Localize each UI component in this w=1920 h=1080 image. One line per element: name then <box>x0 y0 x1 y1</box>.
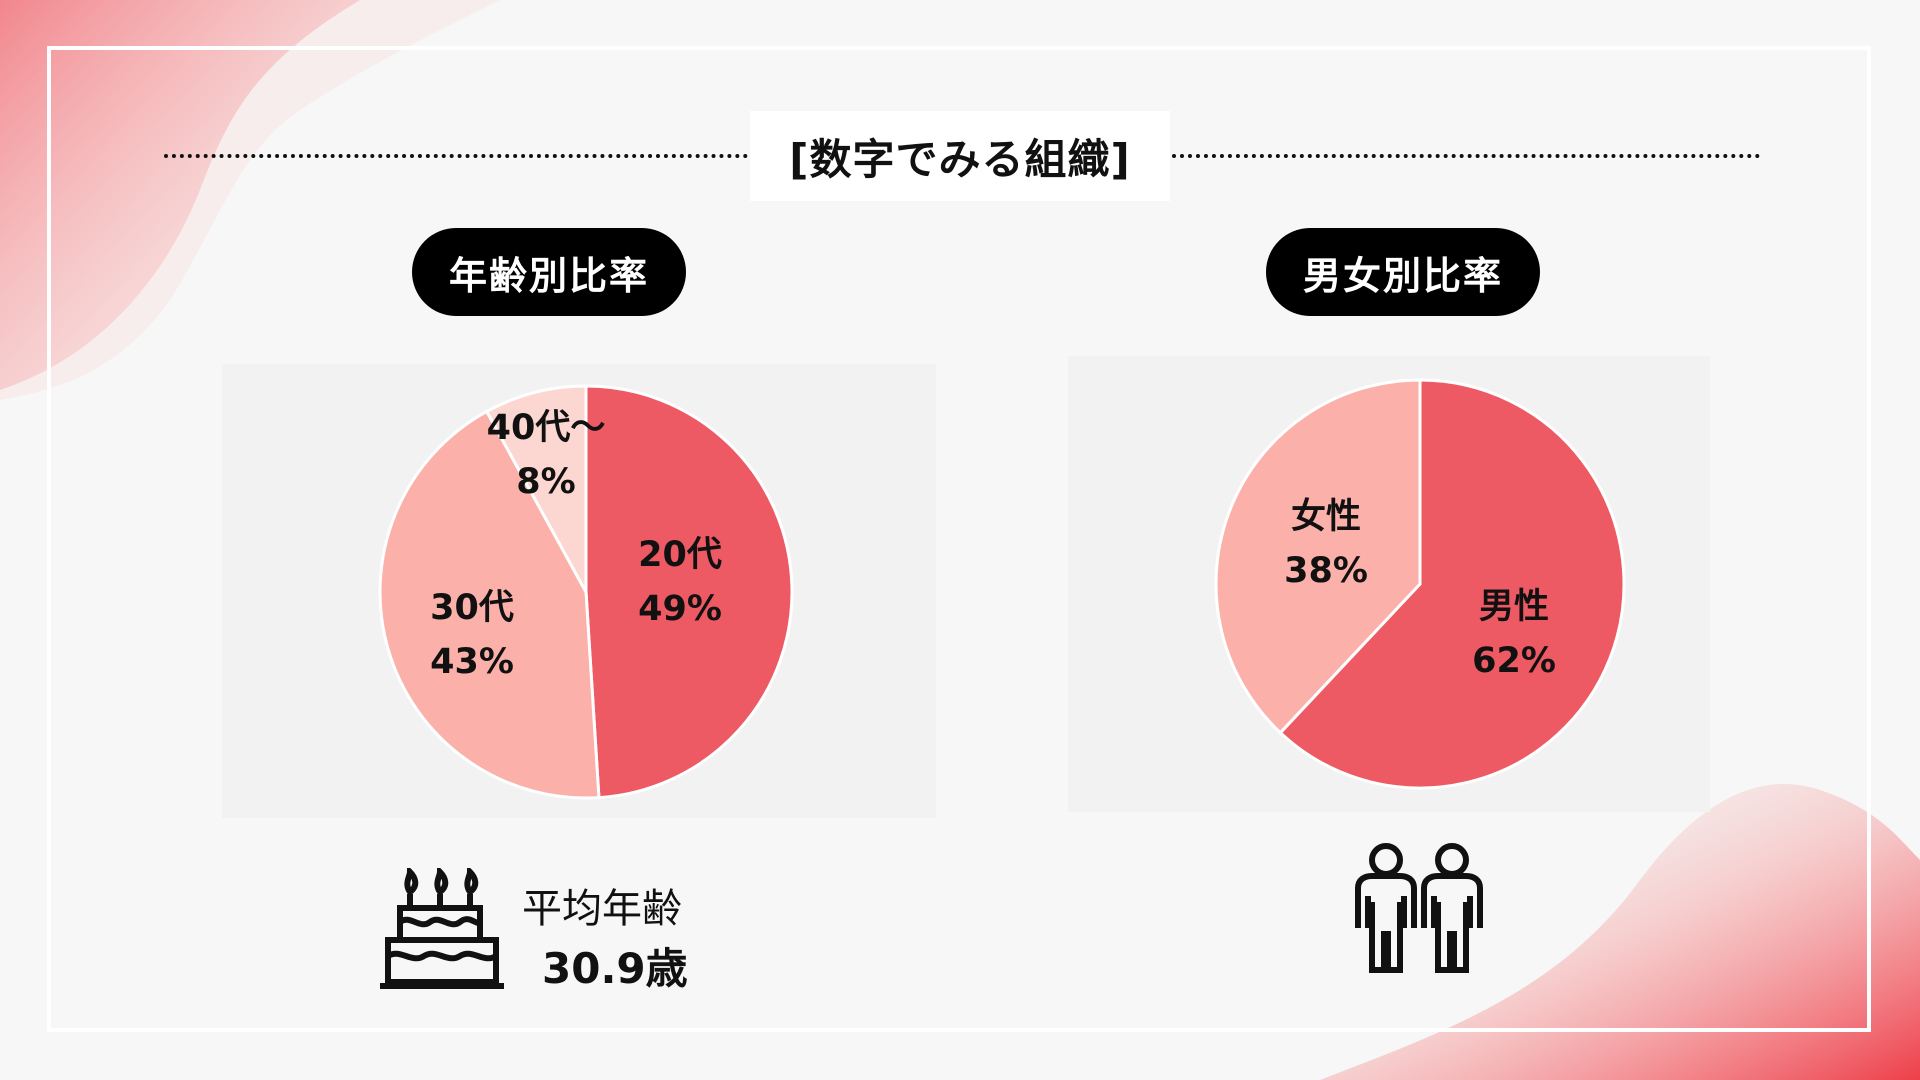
age-pie-svg: 20代 49% 30代 43% 40代～ 8% <box>378 384 794 800</box>
pie-slice-1 <box>378 409 601 800</box>
page-title: [数字でみる組織] <box>750 111 1170 201</box>
pie-slice-2 <box>484 384 588 593</box>
slice-category-label: 40代～ <box>487 408 606 448</box>
slice-percent-label: 49% <box>638 589 722 629</box>
average-age-label: 平均年齢 <box>522 886 682 932</box>
birthday-cake-icon <box>380 868 504 989</box>
title-divider-left <box>164 154 748 158</box>
slice-percent-label: 8% <box>516 462 575 502</box>
slice-percent-label: 43% <box>430 642 514 682</box>
slice-percent-label: 38% <box>1284 551 1368 591</box>
slice-percent-label: 62% <box>1472 641 1556 681</box>
pie-slice-0 <box>584 384 794 800</box>
slice-category-label: 30代 <box>430 588 514 628</box>
pie-slice-1 <box>1214 378 1422 735</box>
title-divider-right <box>1172 154 1760 158</box>
pie-slice-0 <box>1278 378 1626 790</box>
gender-pie-svg: 男性 62% 女性 38% <box>1214 378 1626 790</box>
average-age-value: 30.9歳 <box>542 944 688 993</box>
content-frame <box>47 46 1871 1032</box>
gender-pie-chart: 男性 62% 女性 38% <box>1068 356 1710 812</box>
age-ratio-pill: 年齢別比率 <box>412 228 686 316</box>
slice-category-label: 女性 <box>1291 496 1361 537</box>
slice-category-label: 男性 <box>1479 587 1549 627</box>
slice-category-label: 20代 <box>638 535 722 575</box>
gender-ratio-pill: 男女別比率 <box>1266 228 1540 316</box>
two-people-icon <box>1355 843 1483 973</box>
age-pie-chart: 20代 49% 30代 43% 40代～ 8% <box>222 364 936 818</box>
